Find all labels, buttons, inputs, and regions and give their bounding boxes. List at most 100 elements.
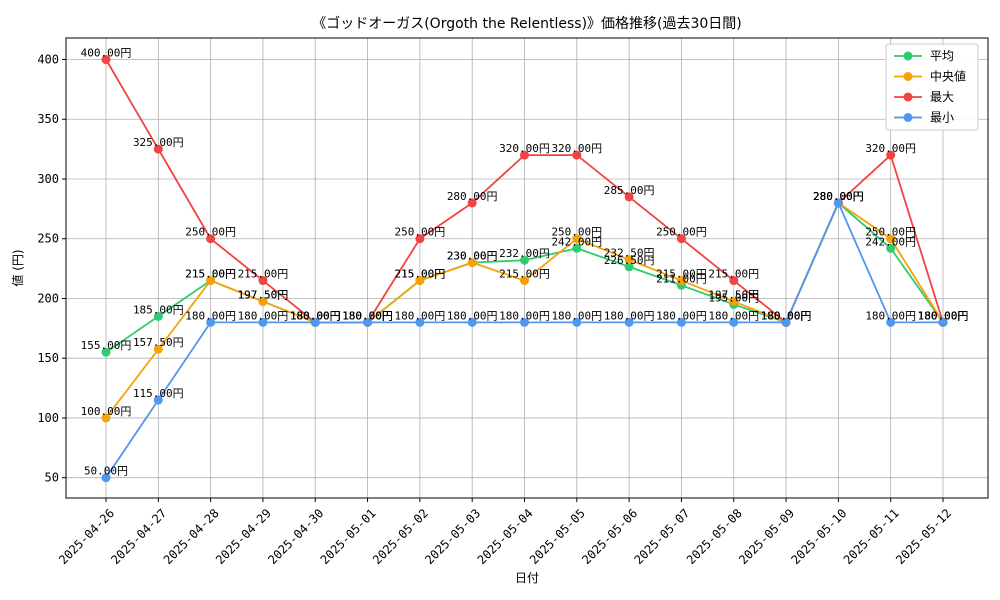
data-label: 242.00円	[865, 235, 916, 248]
y-tick-label: 300	[37, 172, 59, 186]
data-point	[415, 234, 425, 244]
data-point	[729, 317, 739, 327]
data-label: 280.00円	[813, 190, 864, 203]
data-label: 325.00円	[133, 136, 184, 149]
data-label: 180.00円	[761, 309, 812, 322]
data-point	[624, 262, 634, 272]
series-4	[101, 198, 948, 483]
data-label: 215.00円	[395, 268, 446, 281]
data-label: 400.00円	[81, 47, 132, 60]
data-label: 280.00円	[447, 190, 498, 203]
data-label: 215.00円	[238, 268, 289, 281]
data-point	[729, 276, 739, 286]
data-label: 180.00円	[918, 309, 969, 322]
data-label: 180.00円	[342, 309, 393, 322]
data-label: 226.50円	[604, 254, 655, 267]
data-label: 197.50円	[238, 288, 289, 301]
data-label: 180.00円	[761, 309, 812, 322]
y-tick-label: 50	[45, 471, 59, 485]
legend-entry: 中央値	[930, 69, 966, 84]
data-label: 250.00円	[656, 226, 707, 239]
data-label: 180.00円	[290, 309, 341, 322]
data-point	[520, 276, 529, 286]
y-tick-label: 100	[37, 411, 59, 425]
grid	[66, 38, 988, 498]
data-point	[886, 234, 896, 244]
data-label: 320.00円	[551, 142, 602, 155]
data-point	[467, 198, 477, 208]
data-point	[153, 311, 163, 321]
data-label: 250.00円	[395, 226, 446, 239]
data-point	[153, 395, 163, 405]
y-tick-label: 200	[37, 291, 59, 305]
data-point	[676, 317, 686, 327]
x-axis-label: 日付	[515, 571, 539, 585]
legend-box	[885, 43, 979, 131]
data-label: 157.50円	[133, 336, 184, 349]
data-point	[206, 276, 216, 286]
data-point	[624, 192, 634, 202]
data-label: 250.00円	[865, 226, 916, 239]
data-point	[153, 344, 163, 354]
data-label: 115.00円	[133, 387, 184, 400]
data-label: 185.00円	[133, 303, 184, 316]
legend-entry: 平均	[930, 49, 954, 63]
data-point	[572, 243, 582, 253]
data-label: 180.00円	[865, 309, 916, 322]
data-point	[101, 473, 111, 483]
data-label: 180.00円	[604, 309, 655, 322]
data-label: 180.00円	[918, 309, 969, 322]
data-point	[258, 317, 268, 327]
data-label: 215.00円	[656, 268, 707, 281]
data-label: 180.00円	[290, 309, 341, 322]
data-point	[363, 317, 373, 327]
data-label: 250.00円	[185, 226, 236, 239]
x-tick-labels: 2025-04-262025-04-272025-04-282025-04-29…	[56, 498, 954, 567]
data-label: 320.00円	[865, 142, 916, 155]
data-point	[624, 255, 634, 265]
legend-entry: 最大	[930, 90, 954, 104]
data-label: 195.00円	[708, 291, 759, 304]
data-label: 180.00円	[185, 309, 236, 322]
chart-title: 《ゴッドオーガス(Orgoth the Relentless)》価格推移(過去3…	[312, 15, 742, 32]
data-label: 180.00円	[918, 309, 969, 322]
data-label: 180.00円	[342, 309, 393, 322]
data-point	[101, 413, 111, 423]
y-tick-label: 150	[37, 351, 59, 365]
y-tick-label: 250	[37, 232, 59, 246]
data-label: 215.00円	[499, 268, 550, 281]
data-label: 215.00円	[708, 268, 759, 281]
y-tick-labels: 50 100 150 200 250 300 350 400	[37, 53, 66, 485]
data-label: 232.50円	[604, 247, 655, 260]
data-point	[676, 276, 686, 286]
data-point	[520, 255, 529, 265]
legend-swatch-marker	[903, 113, 913, 122]
data-point	[258, 276, 268, 286]
data-label: 180.00円	[761, 309, 812, 322]
data-label: 280.00円	[813, 190, 864, 203]
data-point	[572, 150, 582, 160]
legend-swatch-marker	[903, 51, 913, 61]
data-point	[467, 258, 477, 268]
y-tick-label: 350	[37, 112, 59, 126]
data-label: 230.00円	[447, 250, 498, 263]
data-label: 180.00円	[238, 309, 289, 322]
legend-entry: 最小	[930, 111, 954, 125]
data-label: 197.50円	[708, 288, 759, 301]
data-label: 180.00円	[656, 309, 707, 322]
data-point	[258, 296, 268, 306]
data-point	[101, 55, 111, 65]
plot-frame	[65, 37, 989, 499]
data-point	[572, 317, 582, 327]
data-point	[520, 150, 529, 160]
data-label: 180.00円	[447, 309, 498, 322]
data-label: 180.00円	[290, 309, 341, 322]
data-point	[729, 296, 739, 306]
data-label: 50.00円	[84, 465, 128, 478]
y-tick-label: 400	[37, 53, 59, 67]
data-label: 180.00円	[499, 309, 550, 322]
data-label: 230.00円	[447, 250, 498, 263]
data-label: 242.00円	[551, 235, 602, 248]
